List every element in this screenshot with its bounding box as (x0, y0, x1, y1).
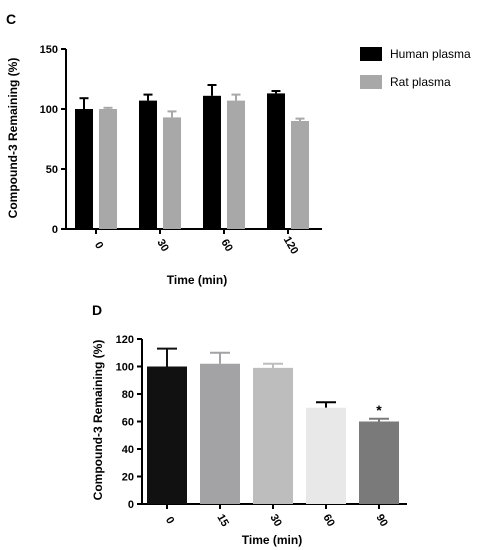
panel-c-ylabel: Compound-3 Remaining (%) (6, 58, 20, 219)
y-tick-label: 20 (122, 472, 134, 484)
panel-d-ylabel: Compound-3 Remaining (%) (91, 340, 105, 501)
legend-label-rat: Rat plasma (390, 75, 451, 89)
panel-d-plot: 0 20 40 60 80 100 120 0 15 30 60 90 * (116, 334, 407, 529)
bar (306, 407, 346, 504)
bar (253, 367, 293, 504)
legend-swatch-rat (360, 75, 382, 89)
y-tick-label: 60 (122, 417, 134, 429)
bar (147, 366, 187, 504)
panel-c-plot: 0 50 100 150 0 30 60 120 (40, 44, 322, 256)
bar (163, 117, 181, 229)
x-tick-label: 90 (373, 512, 390, 529)
y-tick-label: 40 (122, 444, 134, 456)
panel-c-label: C (6, 11, 16, 27)
legend-swatch-human (360, 47, 382, 61)
y-tick-label: 0 (128, 499, 134, 511)
y-tick-label: 100 (40, 104, 58, 116)
bar (200, 363, 240, 504)
bar (359, 421, 399, 504)
y-tick-label: 120 (116, 334, 134, 346)
x-tick-label: 30 (154, 237, 171, 254)
bar (203, 95, 221, 229)
y-tick-label: 100 (116, 362, 134, 374)
x-tick-label: 60 (218, 237, 235, 254)
legend-label-human: Human plasma (390, 47, 471, 61)
x-tick-label: 0 (92, 240, 105, 251)
panel-d-xlabel: Time (min) (242, 533, 302, 547)
bar (291, 121, 309, 229)
x-tick-label: 15 (214, 512, 231, 529)
y-tick-label: 80 (122, 389, 134, 401)
y-tick-label: 0 (52, 224, 58, 236)
bar (227, 100, 245, 229)
panel-c-xlabel: Time (min) (167, 273, 227, 287)
bar (267, 93, 285, 230)
panel-d-label: D (92, 302, 102, 318)
x-tick-label: 0 (163, 515, 176, 526)
bar (75, 109, 93, 229)
y-tick-label: 150 (40, 44, 58, 56)
x-tick-label: 30 (267, 512, 284, 529)
significance-marker: * (376, 402, 382, 418)
y-tick-label: 50 (46, 164, 58, 176)
x-tick-label: 120 (281, 235, 301, 257)
bar (99, 109, 117, 229)
bar (139, 100, 157, 229)
x-tick-label: 60 (320, 512, 337, 529)
